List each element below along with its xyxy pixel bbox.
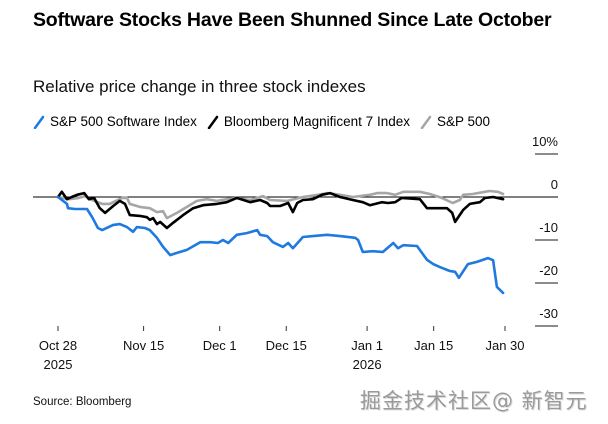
- y-tick-label: -30: [539, 306, 558, 321]
- legend-item-mag7: Bloomberg Magnificent 7 Index: [207, 114, 410, 129]
- legend-item-software: S&P 500 Software Index: [33, 114, 197, 129]
- y-tick-label: -10: [539, 220, 558, 235]
- source-note: Source: Bloomberg: [33, 396, 132, 408]
- chart-subtitle: Relative price change in three stock ind…: [33, 77, 366, 96]
- x-tick-year-label: 2025: [44, 357, 73, 372]
- watermark: 掘金技术社区@ 新智元: [360, 389, 588, 413]
- legend-slash-icon: [33, 115, 45, 129]
- y-tick-label: 10%: [532, 134, 558, 149]
- legend-slash-icon: [420, 115, 432, 129]
- legend: S&P 500 Software Index Bloomberg Magnifi…: [33, 114, 500, 129]
- x-tick-label: Jan 15: [414, 338, 453, 353]
- series-line-software: [56, 195, 505, 295]
- y-tick-label: 0: [551, 177, 558, 192]
- legend-label: S&P 500: [436, 114, 491, 129]
- series-line-sp500: [56, 189, 505, 220]
- x-tick-label: Nov 15: [123, 338, 164, 353]
- legend-slash-icon: [207, 115, 219, 129]
- x-tick-label: Dec 1: [203, 338, 237, 353]
- y-tick-label: -20: [539, 263, 558, 278]
- series-line-mag7: [56, 190, 505, 230]
- legend-label: S&P 500 Software Index: [50, 114, 197, 129]
- legend-item-sp500: S&P 500: [420, 114, 490, 129]
- x-tick-label: Dec 15: [266, 338, 307, 353]
- x-tick-label: Jan 1: [351, 338, 383, 353]
- chart-title: Software Stocks Have Been Shunned Since …: [33, 9, 552, 31]
- x-tick-year-label: 2026: [353, 357, 382, 372]
- legend-label: Bloomberg Magnificent 7 Index: [223, 114, 410, 129]
- x-tick-label: Jan 30: [485, 338, 524, 353]
- x-tick-label: Oct 28: [39, 338, 77, 353]
